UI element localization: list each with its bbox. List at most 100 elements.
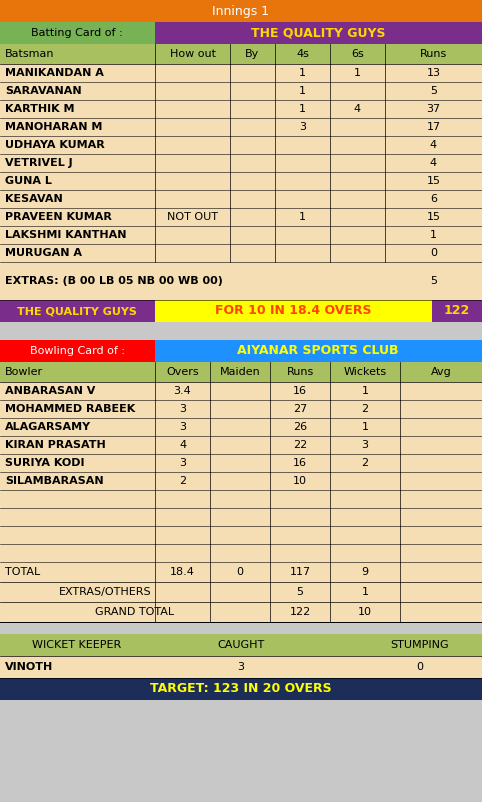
Text: VINOTH: VINOTH <box>5 662 53 672</box>
Bar <box>0 322 482 340</box>
Text: UDHAYA KUMAR: UDHAYA KUMAR <box>5 140 105 150</box>
Text: How out: How out <box>170 49 215 59</box>
Bar <box>0 362 482 382</box>
Text: FOR 10 IN 18.4 OVERS: FOR 10 IN 18.4 OVERS <box>215 305 371 318</box>
Bar <box>0 136 482 154</box>
Text: 5: 5 <box>430 86 437 96</box>
Text: 3: 3 <box>179 404 186 414</box>
Bar <box>0 472 482 490</box>
Text: ANBARASAN V: ANBARASAN V <box>5 386 95 396</box>
Text: SARAVANAN: SARAVANAN <box>5 86 81 96</box>
Bar <box>0 418 482 436</box>
Text: MANIKANDAN A: MANIKANDAN A <box>5 68 104 78</box>
Text: 1: 1 <box>299 68 306 78</box>
Bar <box>155 300 432 322</box>
Text: 4s: 4s <box>296 49 309 59</box>
Text: SILAMBARASAN: SILAMBARASAN <box>5 476 104 486</box>
Text: GRAND TOTAL: GRAND TOTAL <box>95 607 174 617</box>
Bar <box>0 154 482 172</box>
Text: KIRAN PRASATH: KIRAN PRASATH <box>5 440 106 450</box>
Bar <box>0 262 482 300</box>
Bar <box>0 602 482 622</box>
Text: 2: 2 <box>179 476 186 486</box>
Text: GUNA L: GUNA L <box>5 176 52 186</box>
Bar <box>0 526 482 544</box>
Text: 1: 1 <box>299 86 306 96</box>
Bar <box>0 544 482 562</box>
Text: 26: 26 <box>293 422 307 432</box>
Text: By: By <box>245 49 260 59</box>
Text: 5: 5 <box>430 276 437 286</box>
Text: 15: 15 <box>427 212 441 222</box>
Text: Overs: Overs <box>166 367 199 377</box>
Text: Runs: Runs <box>286 367 314 377</box>
Bar <box>0 400 482 418</box>
Text: TOTAL: TOTAL <box>5 567 40 577</box>
Text: 37: 37 <box>427 104 441 114</box>
Text: 22: 22 <box>293 440 307 450</box>
Bar <box>0 562 482 582</box>
Text: ALAGARSAMY: ALAGARSAMY <box>5 422 91 432</box>
Text: 27: 27 <box>293 404 307 414</box>
Text: THE QUALITY GUYS: THE QUALITY GUYS <box>17 306 137 316</box>
Text: 10: 10 <box>293 476 307 486</box>
Text: THE QUALITY GUYS: THE QUALITY GUYS <box>251 26 385 39</box>
Bar <box>0 44 482 64</box>
Bar <box>432 300 482 322</box>
Bar <box>0 634 482 656</box>
Text: Batsman: Batsman <box>5 49 54 59</box>
Text: 5: 5 <box>296 587 304 597</box>
Bar <box>0 208 482 226</box>
Text: 3: 3 <box>179 422 186 432</box>
Text: 1: 1 <box>354 68 361 78</box>
Bar <box>0 190 482 208</box>
Text: Wickets: Wickets <box>344 367 387 377</box>
Text: 16: 16 <box>293 458 307 468</box>
Text: CAUGHT: CAUGHT <box>217 640 265 650</box>
Bar <box>155 340 482 362</box>
Text: EXTRAS: (B 00 LB 05 NB 00 WB 00): EXTRAS: (B 00 LB 05 NB 00 WB 00) <box>5 276 223 286</box>
Text: Avg: Avg <box>430 367 451 377</box>
Text: 4: 4 <box>430 158 437 168</box>
Text: 9: 9 <box>362 567 369 577</box>
Bar <box>0 244 482 262</box>
Text: Bowler: Bowler <box>5 367 43 377</box>
Bar <box>0 172 482 190</box>
Text: 1: 1 <box>430 230 437 240</box>
Bar <box>0 82 482 100</box>
Text: STUMPING: STUMPING <box>391 640 449 650</box>
Text: 0: 0 <box>237 567 243 577</box>
Text: 3.4: 3.4 <box>174 386 191 396</box>
Text: MOHAMMED RABEEK: MOHAMMED RABEEK <box>5 404 135 414</box>
Text: 6: 6 <box>430 194 437 204</box>
Text: 3: 3 <box>362 440 369 450</box>
Bar <box>0 100 482 118</box>
Bar <box>0 678 482 700</box>
Bar <box>0 0 482 22</box>
Bar <box>0 622 482 634</box>
Text: 4: 4 <box>179 440 186 450</box>
Text: WICKET KEEPER: WICKET KEEPER <box>32 640 121 650</box>
Text: SURIYA KODI: SURIYA KODI <box>5 458 84 468</box>
Bar <box>0 454 482 472</box>
Text: 13: 13 <box>427 68 441 78</box>
Text: TARGET: 123 IN 20 OVERS: TARGET: 123 IN 20 OVERS <box>150 683 332 695</box>
Text: 1: 1 <box>362 386 369 396</box>
Text: 4: 4 <box>430 140 437 150</box>
Text: 18.4: 18.4 <box>170 567 195 577</box>
Text: EXTRAS/OTHERS: EXTRAS/OTHERS <box>59 587 151 597</box>
Text: 4: 4 <box>354 104 361 114</box>
Text: 6s: 6s <box>351 49 364 59</box>
Text: MANOHARAN M: MANOHARAN M <box>5 122 102 132</box>
Text: 1: 1 <box>362 422 369 432</box>
Text: 2: 2 <box>362 404 369 414</box>
Text: 16: 16 <box>293 386 307 396</box>
Text: 1: 1 <box>299 212 306 222</box>
Bar <box>0 508 482 526</box>
Text: Innings 1: Innings 1 <box>213 5 269 18</box>
Text: MURUGAN A: MURUGAN A <box>5 248 82 258</box>
Text: 0: 0 <box>430 248 437 258</box>
Text: 3: 3 <box>238 662 244 672</box>
Text: AIYANAR SPORTS CLUB: AIYANAR SPORTS CLUB <box>237 345 399 358</box>
Text: KESAVAN: KESAVAN <box>5 194 63 204</box>
